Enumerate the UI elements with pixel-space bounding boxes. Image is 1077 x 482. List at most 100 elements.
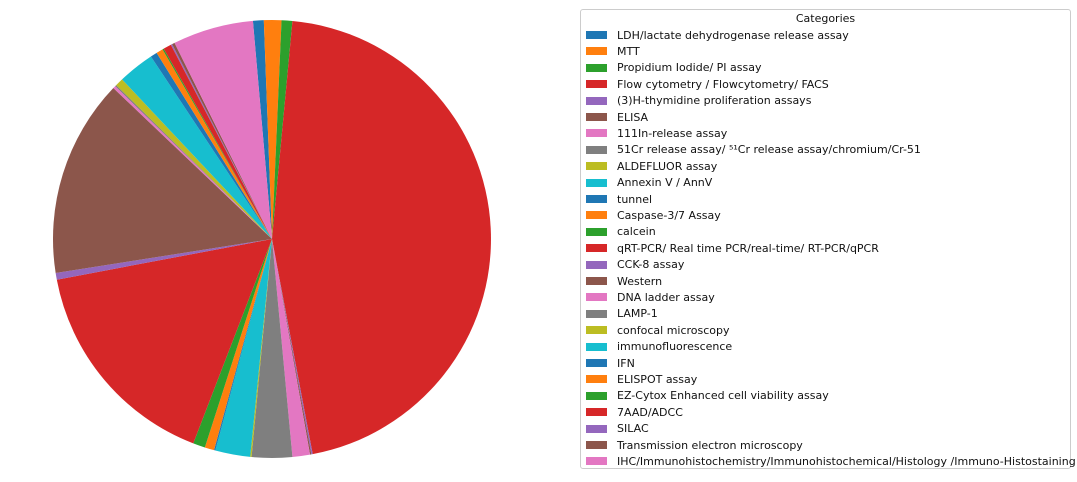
legend-item: ELISPOT assay [586,371,697,387]
pie-slice-10 [214,239,272,451]
legend-item: Annexin V / AnnV [586,175,712,191]
pie-slice-18 [116,79,273,239]
legend-swatch [586,211,607,220]
legend-item: Transmission electron microscopy [586,437,803,453]
legend-swatch [586,391,607,400]
legend-label: SILAC [617,422,649,436]
legend-item: qRT-PCR/ Real time PCR/real-time/ RT-PCR… [586,240,879,256]
legend-item: SILAC [586,421,649,437]
pie-slice-4 [272,239,313,455]
legend-label: Propidium Iodide/ PI assay [617,61,762,75]
legend-item: IFN [586,355,635,371]
legend-label: Transmission electron microscopy [617,438,803,452]
legend-swatch [586,178,607,187]
legend-swatch [586,162,607,171]
legend-label: MTT [617,44,640,58]
legend-label: qRT-PCR/ Real time PCR/real-time/ RT-PCR… [617,241,879,255]
legend-item: Caspase-3/7 Assay [586,207,721,223]
pie-slice-26 [174,20,272,239]
legend-swatch [586,277,607,285]
legend-item: MTT [586,43,640,59]
legend-label: LAMP-1 [617,307,658,321]
legend-label: ALDEFLUOR assay [617,159,718,173]
legend-swatch [586,96,607,105]
legend-item: CCK-8 assay [586,257,684,273]
legend-title: Categories [795,12,856,25]
pie-slice-6 [272,239,311,458]
legend: Categories LDH/lactate dehydrogenase rel… [580,9,1076,469]
legend-swatch [586,342,607,351]
pie-slice-13 [56,239,272,444]
pie-slices [52,19,491,458]
pie-slice-7 [251,239,293,458]
pie-slice-5 [272,239,312,455]
legend-swatch [586,129,607,138]
legend-swatch [586,63,607,72]
pie-slice-16 [113,86,272,239]
legend-swatch [586,244,607,253]
legend-swatch [586,441,607,449]
legend-item: 51Cr release assay/ ⁵¹Cr release assay/c… [586,142,921,158]
legend-label: (3)H-thymidine proliferation assays [617,94,812,108]
legend-label: immunofluorescence [617,340,733,354]
legend-item: LDH/lactate dehydrogenase release assay [586,27,849,43]
legend-label: IHC/Immunohistochemistry/Immunohistochem… [617,454,1076,468]
pie-slice-19 [122,56,272,239]
legend-swatch [586,375,607,384]
legend-item: LAMP-1 [586,306,658,322]
legend-label: IFN [617,356,635,370]
legend-swatch [586,227,607,236]
pie-slice-0 [252,20,272,240]
legend-swatch [586,195,607,203]
legend-item: 111In-release assay [586,125,727,141]
legend-swatch [586,326,607,335]
pie-slice-14 [55,239,273,280]
legend-label: 51Cr release assay/ ⁵¹Cr release assay/c… [617,143,921,157]
pie-slice-8 [250,239,272,458]
legend-item: IHC/Immunohistochemistry/Immunohistochem… [586,453,1076,469]
legend-swatch [586,80,607,89]
legend-label: Western [617,274,663,288]
legend-swatch [586,145,607,154]
pie-slice-17 [115,85,272,239]
legend-item: tunnel [586,191,652,207]
legend-item: Propidium Iodide/ PI assay [586,60,762,76]
legend-swatch [586,293,607,302]
legend-label: Flow cytometry / Flowcytometry/ FACS [617,77,829,91]
legend-swatch [586,113,607,121]
legend-item: Western [586,273,662,289]
pie-slice-24 [170,44,272,240]
legend-item: 7AAD/ADCC [586,404,683,420]
pie-slice-11 [204,239,272,451]
pie-slice-21 [156,49,272,240]
pie-slice-15 [52,88,273,273]
pie-slice-2 [272,20,293,240]
legend-swatch [586,424,607,433]
legend-label: tunnel [617,192,653,206]
legend-swatch [586,457,607,466]
legend-swatch [586,408,607,417]
pie-slice-9 [215,239,272,457]
legend-item: ELISA [586,109,648,125]
legend-label: ELISPOT assay [617,372,698,386]
legend-item: ALDEFLUOR assay [586,158,717,174]
legend-label: confocal microscopy [617,323,730,337]
pie-slice-23 [163,44,272,239]
pie-slice-12 [193,239,272,448]
legend-item: immunofluorescence [586,339,732,355]
legend-label: Caspase-3/7 Assay [617,208,721,222]
pie-slice-20 [150,52,272,240]
legend-item: DNA ladder assay [586,289,715,305]
legend-item: Flow cytometry / Flowcytometry/ FACS [586,76,829,92]
legend-label: ELISA [617,110,649,124]
legend-label: LDH/lactate dehydrogenase release assay [617,28,849,42]
pie-slice-3 [272,20,491,455]
legend-swatch [586,260,607,269]
legend-label: EZ-Cytox Enhanced cell viability assay [617,389,829,403]
legend-swatch [586,359,607,367]
legend-label: DNA ladder assay [617,290,715,304]
pie-slice-22 [162,48,272,239]
legend-label: Annexin V / AnnV [617,176,713,190]
legend-label: 7AAD/ADCC [617,405,683,419]
legend-label: CCK-8 assay [617,258,685,272]
